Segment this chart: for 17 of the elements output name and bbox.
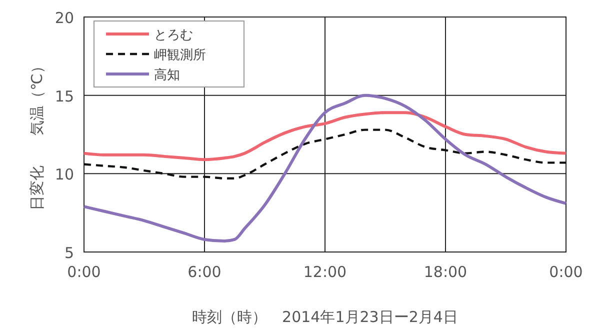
y-axis-title: 日変化 気温（℃）: [28, 58, 46, 210]
y-tick-label: 20: [54, 9, 74, 27]
y-tick-label: 10: [54, 166, 74, 184]
y-tick-label: 15: [54, 87, 74, 106]
legend-label: とろむ: [154, 28, 193, 43]
x-axis-title: 時刻（時） 2014年1月23日ー2月4日: [192, 308, 458, 326]
legend-label: 岬観測所: [154, 48, 206, 63]
x-tick-label: 0:00: [549, 263, 583, 281]
y-tick-label: 5: [64, 244, 74, 262]
legend-label: 高知: [154, 67, 180, 83]
x-tick-label: 12:00: [303, 263, 347, 281]
x-tick-label: 0:00: [67, 263, 101, 281]
x-tick-label: 6:00: [188, 263, 222, 281]
line-series: [82, 128, 568, 180]
line-series: [82, 111, 568, 162]
x-tick-label: 18:00: [424, 263, 468, 281]
line-series: [82, 94, 568, 243]
